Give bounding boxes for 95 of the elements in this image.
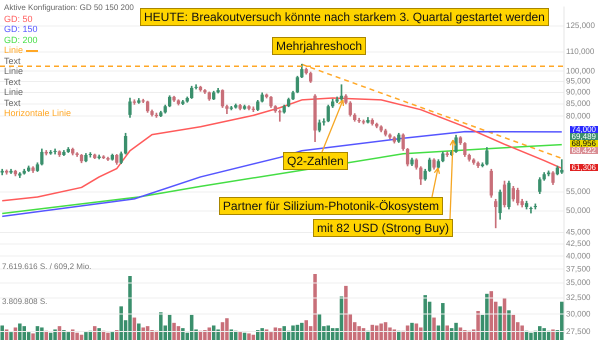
bar xyxy=(110,332,114,340)
bar xyxy=(247,333,251,340)
bar xyxy=(150,330,154,340)
annotation: Mehrjahreshoch xyxy=(272,37,366,55)
bar xyxy=(62,330,66,340)
bar xyxy=(318,314,322,340)
annotation: 3.809.808 S. xyxy=(2,297,48,306)
bar xyxy=(225,318,229,340)
bar xyxy=(502,298,506,340)
text: 68,422 xyxy=(570,146,598,155)
y-tick-label: 37,500 xyxy=(566,264,592,274)
bar xyxy=(137,324,141,340)
text: GD: 150 xyxy=(4,24,39,34)
bar xyxy=(260,328,264,340)
bar xyxy=(36,326,40,340)
bar xyxy=(31,333,35,340)
bar xyxy=(181,328,185,340)
annotation: Text xyxy=(4,76,22,87)
bar xyxy=(406,325,410,340)
text: GD: 200 xyxy=(4,34,39,45)
bar xyxy=(512,314,516,340)
ref-line-label: Horizontale Linie xyxy=(4,108,72,118)
bar xyxy=(476,310,480,340)
y-tick-label: 40,000 xyxy=(566,251,592,260)
text: 74,000 xyxy=(570,125,598,134)
annotation: Text xyxy=(4,56,22,66)
bar xyxy=(115,330,119,340)
y-tick-label: 125,000 xyxy=(566,21,596,30)
y-tick-label: 45,000 xyxy=(566,228,592,237)
annotation: Linie xyxy=(4,87,24,98)
y-tick-label: 85,000 xyxy=(566,99,592,108)
y-tick-label: 42,500 xyxy=(566,239,592,248)
y-tick-label: 35,000 xyxy=(566,278,592,288)
chart-title: HEUTE: Breakoutversuch könnte nach starkem 3. Quartal gestartet werden xyxy=(140,8,549,26)
bar xyxy=(172,322,176,340)
text: 69,489 xyxy=(570,132,598,141)
bar xyxy=(84,332,88,340)
bar xyxy=(313,274,317,340)
bar xyxy=(18,324,22,340)
bar xyxy=(432,318,436,340)
legend-title: Aktive Konfiguration: GD 50 150 200 xyxy=(4,3,134,14)
bar xyxy=(106,332,110,340)
y-tick-label: 27,500 xyxy=(566,326,592,336)
bar xyxy=(410,322,414,340)
text: 61,306 xyxy=(570,163,598,172)
y-tick-label: 90,000 xyxy=(566,88,592,97)
bar xyxy=(498,306,502,340)
bar xyxy=(97,328,101,340)
bar xyxy=(0,325,4,340)
bar xyxy=(340,296,344,340)
annotation: Text xyxy=(4,98,22,108)
y-tick-label: 30,000 xyxy=(566,309,592,318)
bar xyxy=(14,327,18,340)
bar xyxy=(490,291,494,340)
bar xyxy=(58,326,62,340)
bar xyxy=(159,312,163,340)
bar xyxy=(132,318,136,340)
y-tick-label: 55,000 xyxy=(566,186,592,196)
annotation: Partner für Silizium-Photonik-Ökosystem xyxy=(218,197,443,215)
bar xyxy=(92,326,96,340)
annotation: mit 82 USD (Strong Buy) xyxy=(312,219,453,237)
y-tick-label: 80,000 xyxy=(566,111,592,120)
bar xyxy=(414,324,418,340)
text: GD: 50 xyxy=(4,14,34,24)
bar xyxy=(168,314,172,340)
bar xyxy=(128,276,132,340)
bar xyxy=(362,328,366,340)
bar xyxy=(80,334,84,340)
bar xyxy=(220,322,224,340)
bar xyxy=(520,325,524,340)
y-tick-label: 95,000 xyxy=(566,76,592,86)
y-tick-label: 32,500 xyxy=(566,293,592,302)
bar xyxy=(454,322,458,340)
bar xyxy=(238,332,242,340)
bar xyxy=(507,310,511,340)
bar xyxy=(458,327,462,340)
y-tick-label: 100,000 xyxy=(566,66,596,76)
legend-label: Linie xyxy=(4,45,24,56)
bar xyxy=(242,332,246,340)
annotation: Linie xyxy=(4,66,24,76)
bar xyxy=(529,332,533,340)
bar xyxy=(256,330,260,340)
bar xyxy=(296,324,300,340)
annotation: 7.619.616 S. / 609,2 Mio. xyxy=(2,262,92,271)
bar xyxy=(445,325,449,340)
y-tick-label: 110,000 xyxy=(566,47,595,56)
bar xyxy=(176,326,180,340)
bar xyxy=(384,322,388,340)
bar xyxy=(291,325,295,340)
bar xyxy=(9,332,13,340)
annotation: Q2-Zahlen xyxy=(283,152,348,170)
y-tick-label: 50,000 xyxy=(566,206,592,216)
text: 68,956 xyxy=(570,139,598,148)
bar xyxy=(370,324,374,340)
bar xyxy=(344,286,348,340)
